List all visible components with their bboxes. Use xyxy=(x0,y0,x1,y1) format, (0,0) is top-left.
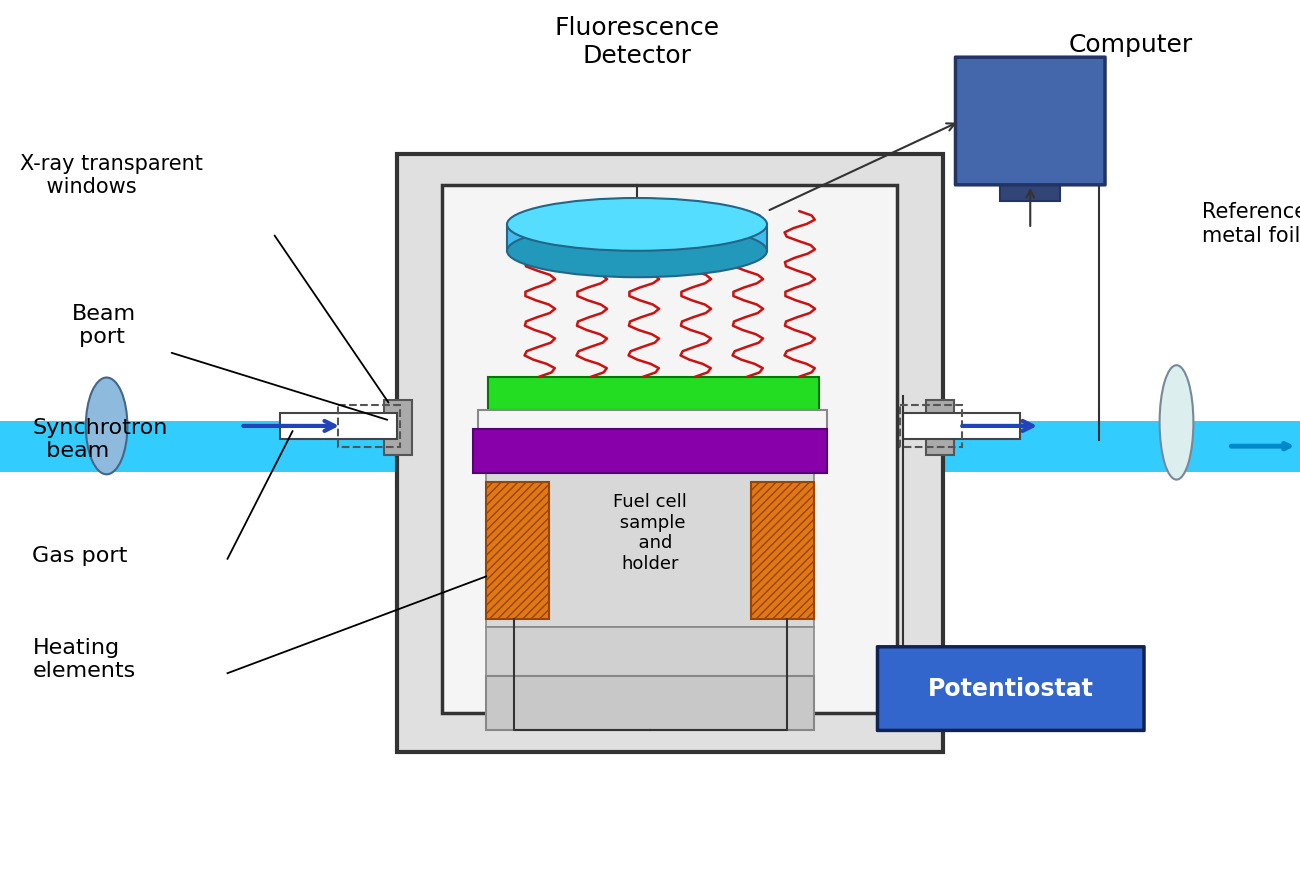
Ellipse shape xyxy=(507,198,767,251)
Bar xyxy=(478,410,827,429)
Ellipse shape xyxy=(507,224,767,277)
Bar xyxy=(0,421,1300,472)
Bar xyxy=(1001,185,1060,201)
Bar xyxy=(473,429,827,473)
Text: Beam
 port: Beam port xyxy=(72,304,135,347)
Bar xyxy=(486,627,814,676)
Text: Fuel cell
 sample
  and
holder: Fuel cell sample and holder xyxy=(614,493,686,573)
FancyBboxPatch shape xyxy=(956,57,1105,185)
Bar xyxy=(338,405,400,447)
Bar xyxy=(926,400,954,455)
Bar xyxy=(486,473,814,627)
Bar xyxy=(396,154,942,752)
Bar xyxy=(903,413,1020,439)
Bar xyxy=(384,400,412,455)
Text: X-ray transparent
    windows: X-ray transparent windows xyxy=(20,154,203,197)
Ellipse shape xyxy=(86,378,127,474)
Text: Potentiostat: Potentiostat xyxy=(928,677,1093,700)
Bar xyxy=(900,405,962,447)
Ellipse shape xyxy=(1160,365,1193,480)
Text: Fluorescence
Detector: Fluorescence Detector xyxy=(554,16,720,68)
Text: Reference
metal foil: Reference metal foil xyxy=(1202,202,1300,246)
FancyBboxPatch shape xyxy=(878,647,1144,730)
Bar xyxy=(442,185,897,713)
Text: Heating
elements: Heating elements xyxy=(32,638,135,681)
Text: Gas port: Gas port xyxy=(32,546,127,566)
Bar xyxy=(486,482,549,619)
Bar xyxy=(507,224,767,251)
Text: Synchrotron
  beam: Synchrotron beam xyxy=(32,418,168,461)
Bar xyxy=(488,377,819,410)
Bar xyxy=(280,413,396,439)
Bar xyxy=(486,676,814,730)
Text: Computer: Computer xyxy=(1069,33,1193,57)
Bar xyxy=(751,482,814,619)
